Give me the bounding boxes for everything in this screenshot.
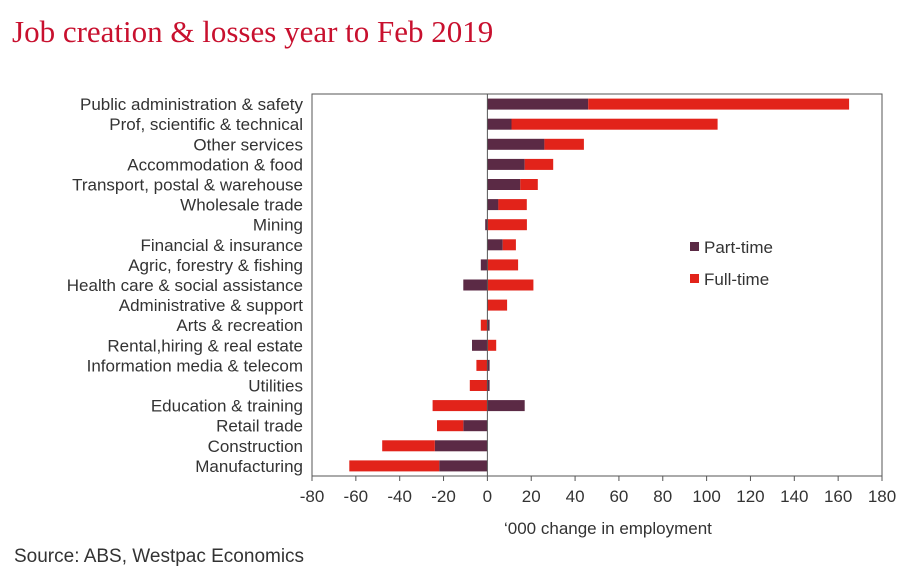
category-label: Wholesale trade <box>180 196 303 215</box>
category-label: Education & training <box>151 397 303 416</box>
category-label: Transport, postal & warehouse <box>72 175 303 194</box>
legend-swatch-full-time <box>690 274 699 283</box>
bar-part-time-12 <box>472 339 488 351</box>
x-tick-label: 40 <box>566 487 585 506</box>
bar-full-time-18 <box>349 460 440 472</box>
category-label: Accommodation & food <box>127 155 303 174</box>
x-tick-label: -60 <box>344 487 369 506</box>
bar-full-time-0 <box>588 98 850 110</box>
bar-full-time-11 <box>480 319 488 331</box>
bar-part-time-16 <box>463 420 488 432</box>
bar-part-time-6 <box>485 219 488 231</box>
category-label: Arts & recreation <box>176 316 303 335</box>
category-label: Rental,hiring & real estate <box>107 336 303 355</box>
bars-group <box>349 98 850 472</box>
category-label: Utilities <box>248 377 303 396</box>
bar-full-time-1 <box>511 118 718 130</box>
category-label: Public administration & safety <box>80 95 303 114</box>
category-label: Mining <box>253 216 303 235</box>
bar-part-time-18 <box>439 460 488 472</box>
bar-full-time-17 <box>382 440 435 452</box>
bar-part-time-2 <box>487 138 545 150</box>
category-label: Information media & telecom <box>87 356 303 375</box>
bar-full-time-16 <box>437 420 464 432</box>
x-tick-label: 0 <box>483 487 492 506</box>
x-tick-label: 140 <box>780 487 808 506</box>
bar-part-time-1 <box>487 118 512 130</box>
bar-part-time-0 <box>487 98 589 110</box>
bar-full-time-2 <box>544 138 584 150</box>
x-tick-label: 120 <box>736 487 764 506</box>
bar-part-time-5 <box>487 199 499 211</box>
bar-part-time-13 <box>487 359 490 371</box>
bar-full-time-10 <box>487 299 508 311</box>
chart-title: Job creation & losses year to Feb 2019 <box>12 14 494 49</box>
x-tick-label: -20 <box>431 487 456 506</box>
bar-full-time-14 <box>469 380 488 391</box>
category-label: Financial & insurance <box>140 236 303 255</box>
x-tick-label: 160 <box>824 487 852 506</box>
x-axis-ticks: -80 -60 -40 -20 0 20 40 60 80 100 120 140 160 180 <box>300 476 896 506</box>
bar-part-time-14 <box>487 380 490 391</box>
plot-area <box>311 93 883 477</box>
bar-part-time-15 <box>487 400 525 412</box>
category-label: Manufacturing <box>195 457 303 476</box>
x-tick-label: 60 <box>609 487 628 506</box>
source-note: Source: ABS, Westpac Economics <box>14 546 305 567</box>
x-tick-label: 80 <box>653 487 672 506</box>
bar-part-time-3 <box>487 158 525 170</box>
bar-full-time-12 <box>487 339 497 351</box>
x-axis-label: ‘000 change in employment <box>504 519 712 538</box>
x-tick-label: -80 <box>300 487 325 506</box>
category-label: Health care & social assistance <box>67 276 303 295</box>
bar-part-time-4 <box>487 179 521 190</box>
bar-full-time-7 <box>502 239 516 251</box>
category-label: Construction <box>208 437 303 456</box>
bar-full-time-4 <box>520 179 538 190</box>
bar-full-time-6 <box>487 219 527 231</box>
bar-full-time-15 <box>432 400 488 412</box>
category-label: Other services <box>193 135 303 154</box>
category-label: Retail trade <box>216 417 303 436</box>
bar-full-time-3 <box>524 158 554 170</box>
category-label: Agric, forestry & fishing <box>128 256 303 275</box>
bar-full-time-5 <box>498 199 527 211</box>
category-label: Prof, scientific & technical <box>109 115 303 134</box>
category-label: Administrative & support <box>119 296 304 315</box>
x-tick-label: 100 <box>692 487 720 506</box>
bar-full-time-8 <box>487 259 519 271</box>
legend: Part-time Full-time <box>690 238 773 289</box>
x-tick-label: -40 <box>387 487 412 506</box>
bar-part-time-17 <box>434 440 488 452</box>
legend-label: Part-time <box>704 238 773 257</box>
x-tick-label: 180 <box>868 487 896 506</box>
bar-full-time-9 <box>487 279 534 291</box>
bar-part-time-11 <box>487 319 490 331</box>
bar-part-time-7 <box>487 239 503 251</box>
legend-swatch-part-time <box>690 242 699 251</box>
bar-full-time-13 <box>476 359 488 371</box>
x-tick-label: 20 <box>522 487 541 506</box>
bar-part-time-8 <box>480 259 488 271</box>
bar-part-time-9 <box>463 279 488 291</box>
legend-label: Full-time <box>704 270 769 289</box>
